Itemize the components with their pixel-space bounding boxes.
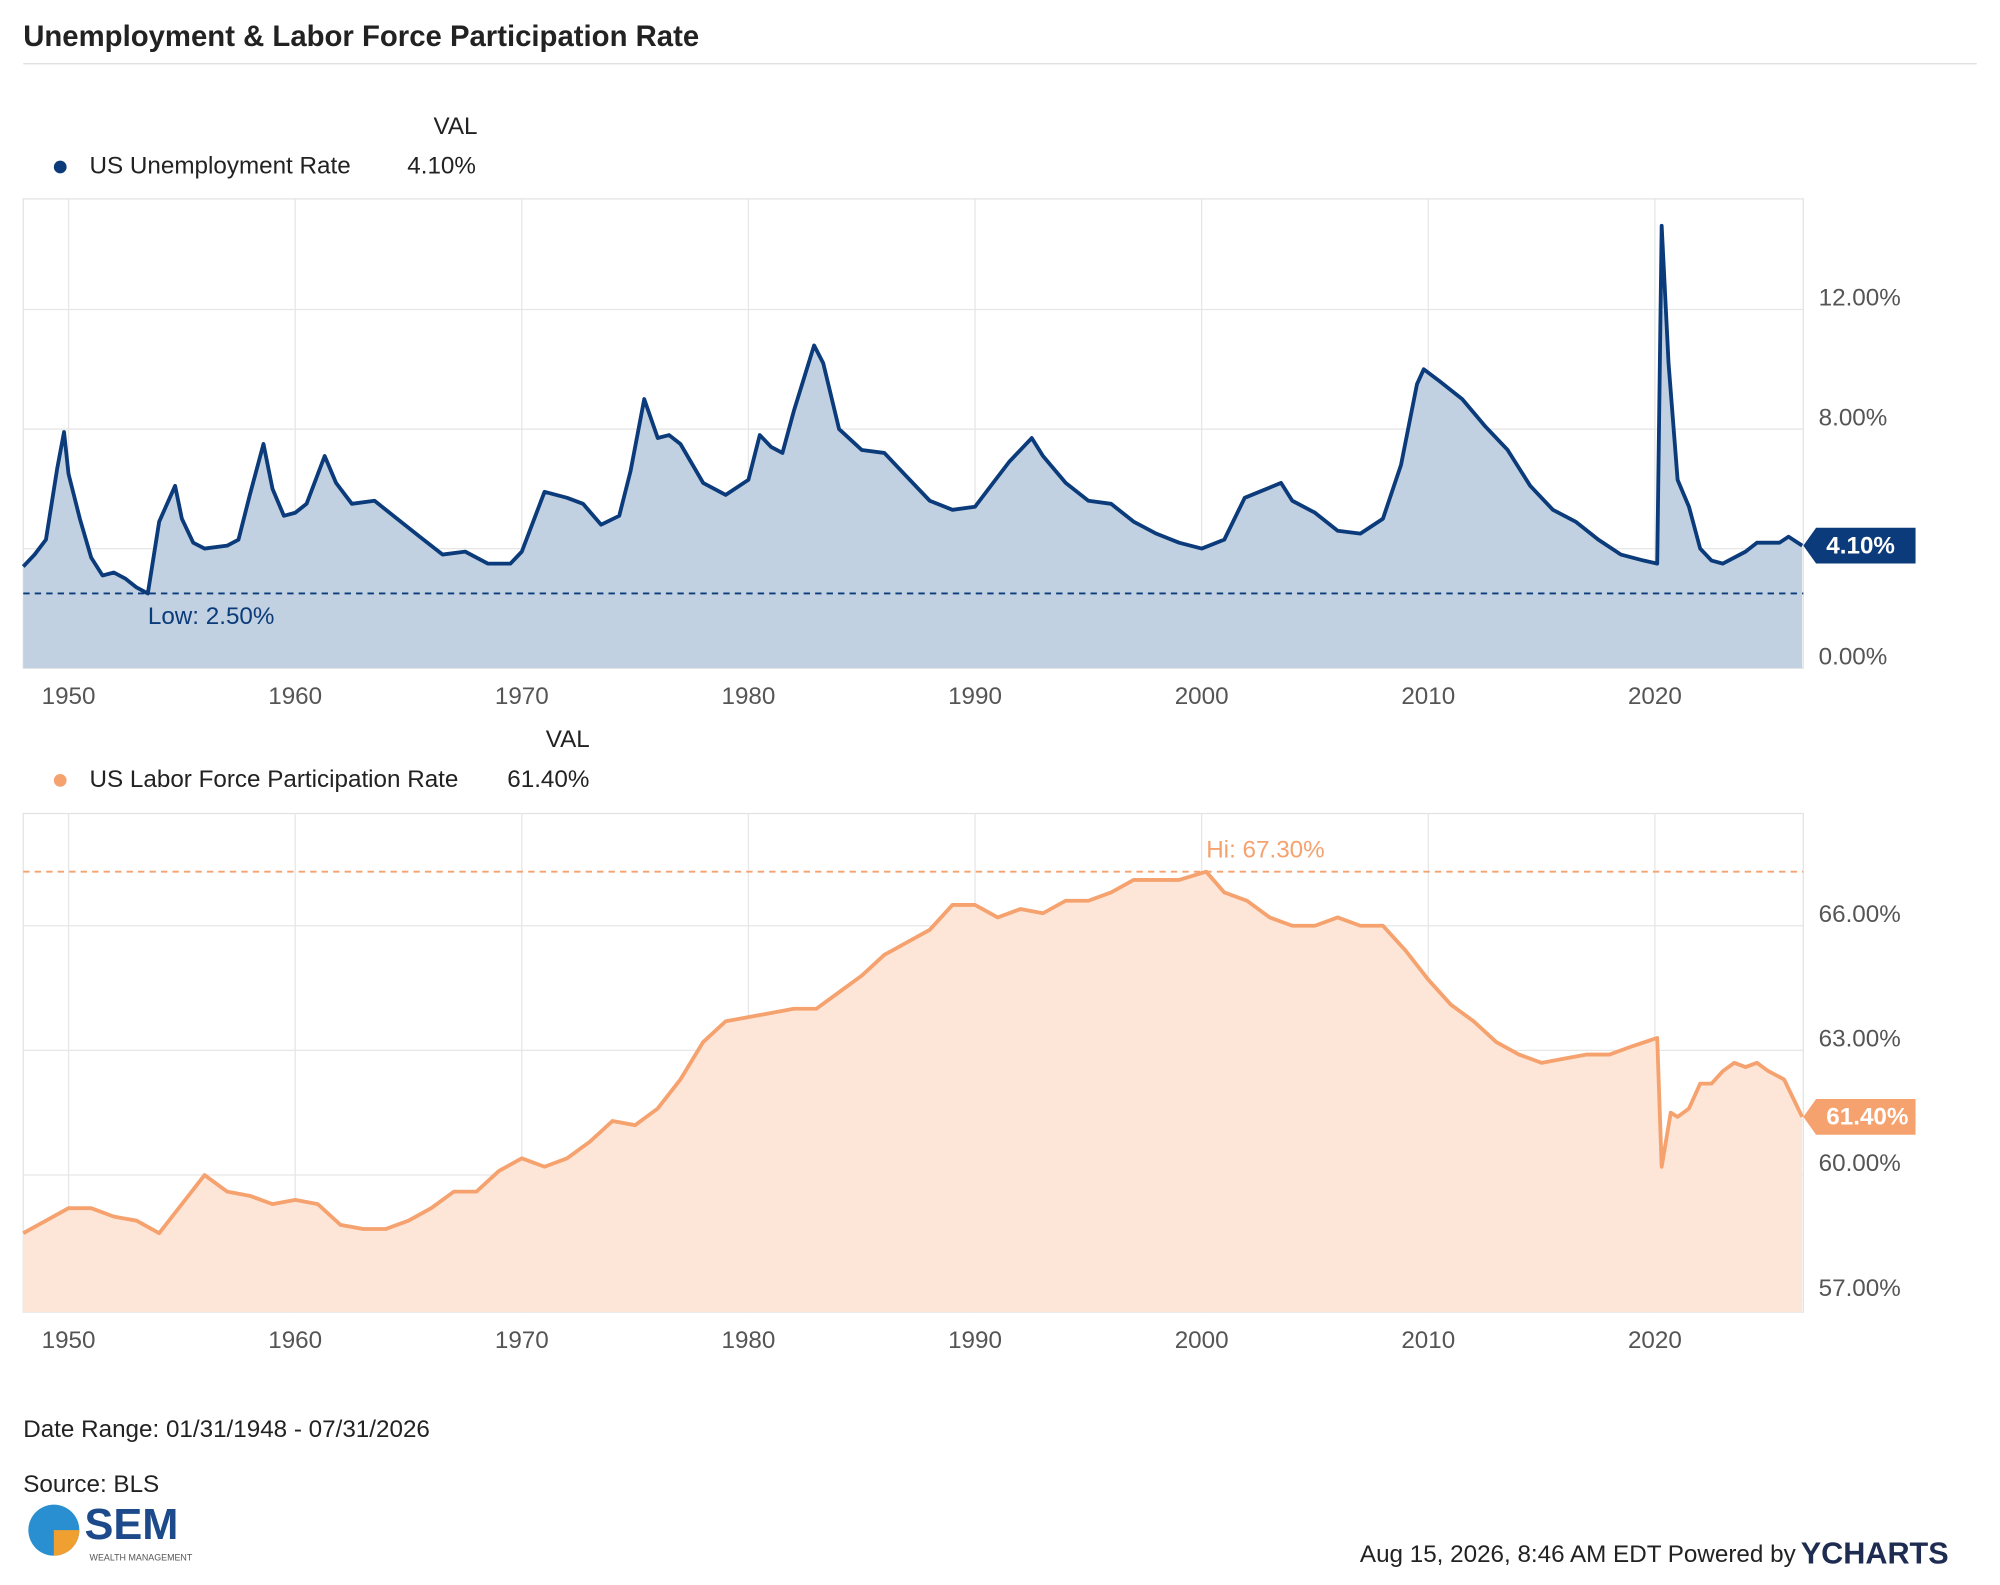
legend-header: VAL [434,113,478,140]
x-tick-label: 1970 [495,683,549,710]
value-tag [1803,527,1916,564]
x-tick-label: 1970 [495,1327,549,1354]
y-tick-label: 63.00% [1819,1026,1901,1053]
x-tick-label: 1960 [268,1327,322,1354]
legend-value: 61.40% [507,766,589,793]
page-title: Unemployment & Labor Force Participation… [23,20,699,53]
annotation-label: Hi: 67.30% [1206,837,1324,864]
annotation-label: Low: 2.50% [148,603,275,630]
brand: YCHARTS [1801,1537,1949,1571]
y-tick-label: 66.00% [1819,901,1901,928]
x-tick-label: 1950 [42,1327,96,1354]
source: Source: BLS [23,1471,159,1498]
legend-header: VAL [546,726,590,753]
date-range: Date Range: 01/31/1948 - 07/31/2026 [23,1416,430,1443]
legend-value: 4.10% [407,152,476,179]
y-tick-label: 0.00% [1819,643,1888,670]
x-tick-label: 2020 [1628,683,1682,710]
x-tick-label: 2020 [1628,1327,1682,1354]
value-tag-label: 61.40% [1826,1104,1908,1131]
value-tag-label: 4.10% [1826,532,1895,559]
legend-label: US Labor Force Participation Rate [90,766,459,793]
logo-subtext: WEALTH MANAGEMENT [90,1553,193,1563]
x-tick-label: 1980 [721,1327,775,1354]
area [23,225,1803,669]
x-tick-label: 2010 [1401,1327,1455,1354]
x-tick-label: 2000 [1175,683,1229,710]
logo-icon-accent [53,1530,80,1556]
y-tick-label: 57.00% [1819,1275,1901,1302]
legend-label: US Unemployment Rate [90,152,351,179]
area [23,871,1803,1313]
x-tick-label: 1990 [948,683,1002,710]
legend-dot [53,774,67,787]
x-tick-label: 1960 [268,683,322,710]
y-tick-label: 60.00% [1819,1150,1901,1177]
x-tick-label: 2000 [1175,1327,1229,1354]
legend-dot [53,160,67,174]
x-tick-label: 1950 [42,683,96,710]
x-tick-label: 1990 [948,1327,1002,1354]
value-tag [1803,1098,1916,1135]
line [22,869,1804,1236]
y-tick-label: 12.00% [1819,285,1901,312]
timestamp: Aug 15, 2026, 8:46 AM EDT Powered by [1360,1541,1797,1568]
logo-text: SEM [84,1501,178,1549]
x-tick-label: 2010 [1401,683,1455,710]
x-tick-label: 1980 [721,683,775,710]
y-tick-label: 8.00% [1819,404,1888,431]
line [21,223,1804,596]
